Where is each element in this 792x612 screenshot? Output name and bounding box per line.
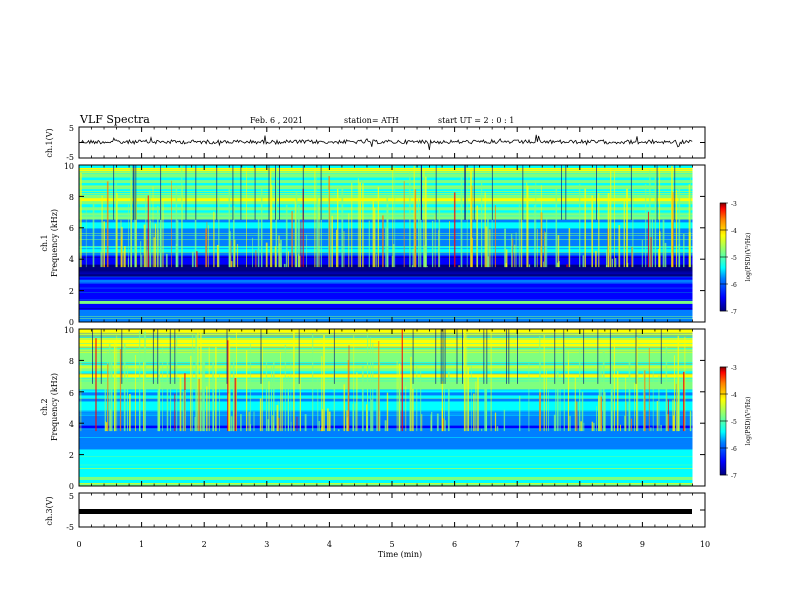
x-tick-label-1: 1: [139, 540, 144, 549]
ch3-ytick-bottom: -5: [66, 523, 74, 532]
ch3-ytick-top: 5: [69, 492, 74, 501]
x-tick-label-3: 3: [264, 540, 269, 549]
header-station: station= ATH: [344, 116, 399, 125]
cb2-label: log(PSD)(V²/Hz): [745, 397, 752, 446]
ch1-ytick-top: 5: [69, 124, 74, 133]
ch2-channel-label: ch.2: [40, 398, 49, 415]
ch2-freq-tick-2: 2: [69, 451, 74, 460]
x-tick-label-10: 10: [700, 540, 710, 549]
ch3-ticks: [78, 492, 706, 528]
cb1-tick-m7: -7: [731, 309, 737, 316]
ch1-waveform-line: [78, 134, 693, 151]
ch2-spectrogram-image: [79, 329, 693, 487]
ch1-ylabel: ch.1(V): [45, 128, 54, 157]
x-tick-label-8: 8: [577, 540, 582, 549]
ch1-freq-tick-10: 10: [64, 162, 74, 171]
cb1-label: log(PSD)(V²/Hz): [745, 233, 752, 282]
ch2-freq-tick-6: 6: [69, 389, 74, 398]
x-tick-label-4: 4: [327, 540, 332, 549]
x-tick-label-6: 6: [452, 540, 457, 549]
ch1-ticks: [78, 126, 706, 159]
ch2-freq-tick-10: 10: [64, 326, 74, 335]
ch2-colorbar: -3 -4 -5 -6 -7 log(PSD)(V²/Hz): [719, 365, 752, 480]
ch2-freq-ylabel: Frequency (kHz): [50, 373, 59, 441]
header-start-time: start UT = 2 : 0 : 1: [438, 116, 514, 125]
ch2-freq-tick-8: 8: [69, 357, 74, 366]
cb2-tick-m6: -6: [731, 446, 737, 453]
x-axis-tick-labels: 0 1 2 3 4 5 6 7 8 9 10: [76, 540, 710, 549]
ch1-freq-tick-4: 4: [69, 255, 74, 264]
cb1-tick-m3: -3: [731, 201, 737, 208]
ch3-ylabel: ch.3(V): [45, 496, 54, 525]
x-tick-label-9: 9: [640, 540, 645, 549]
cb1-tick-m6: -6: [731, 282, 737, 289]
header-date: Feb. 6 , 2021: [250, 116, 303, 125]
cb1-tick-m5: -5: [731, 255, 737, 262]
ch2-spec-ticks: [78, 328, 706, 487]
x-tick-label-0: 0: [76, 540, 81, 549]
ch1-channel-label: ch.1: [40, 234, 49, 251]
x-tick-label-7: 7: [515, 540, 520, 549]
ch1-waveform-panel: 5 -5 ch.1(V): [45, 124, 706, 162]
cb2-tick-m7: -7: [731, 473, 737, 480]
x-axis-label: Time (min): [378, 550, 422, 559]
cb1-tick-m4: -4: [731, 228, 737, 235]
ch1-spectrogram-panel: 0 2 4 6 8 10 ch.1 Frequency (kHz): [40, 162, 706, 327]
figure-title: VLF Spectra: [79, 113, 150, 126]
cb2-tick-m3: -3: [731, 365, 737, 372]
ch2-freq-tick-0: 0: [69, 482, 74, 491]
x-tick-label-2: 2: [202, 540, 207, 549]
ch1-freq-tick-2: 2: [69, 287, 74, 296]
ch1-freq-ylabel: Frequency (kHz): [50, 209, 59, 277]
cb2-tick-m5: -5: [731, 419, 737, 426]
ch2-freq-tick-4: 4: [69, 420, 74, 429]
ch3-waveform-line: [79, 509, 692, 514]
ch1-colorbar: -3 -4 -5 -6 -7 log(PSD)(V²/Hz): [719, 201, 752, 316]
ch1-ytick-bottom: -5: [66, 153, 74, 162]
x-tick-label-5: 5: [389, 540, 394, 549]
ch1-spec-ticks: [78, 164, 706, 323]
ch1-spectrogram-image: [79, 165, 693, 323]
ch3-waveform-panel: 5 -5 ch.3(V): [45, 492, 706, 532]
ch2-spectrogram-panel: 0 2 4 6 8 10 ch.2 Frequency (kHz): [40, 326, 706, 491]
ch1-waveform-frame: [78, 126, 706, 159]
ch1-freq-tick-8: 8: [69, 193, 74, 202]
cb2-tick-m4: -4: [731, 392, 737, 399]
ch1-freq-tick-6: 6: [69, 224, 74, 233]
ch1-freq-tick-0: 0: [69, 318, 74, 327]
